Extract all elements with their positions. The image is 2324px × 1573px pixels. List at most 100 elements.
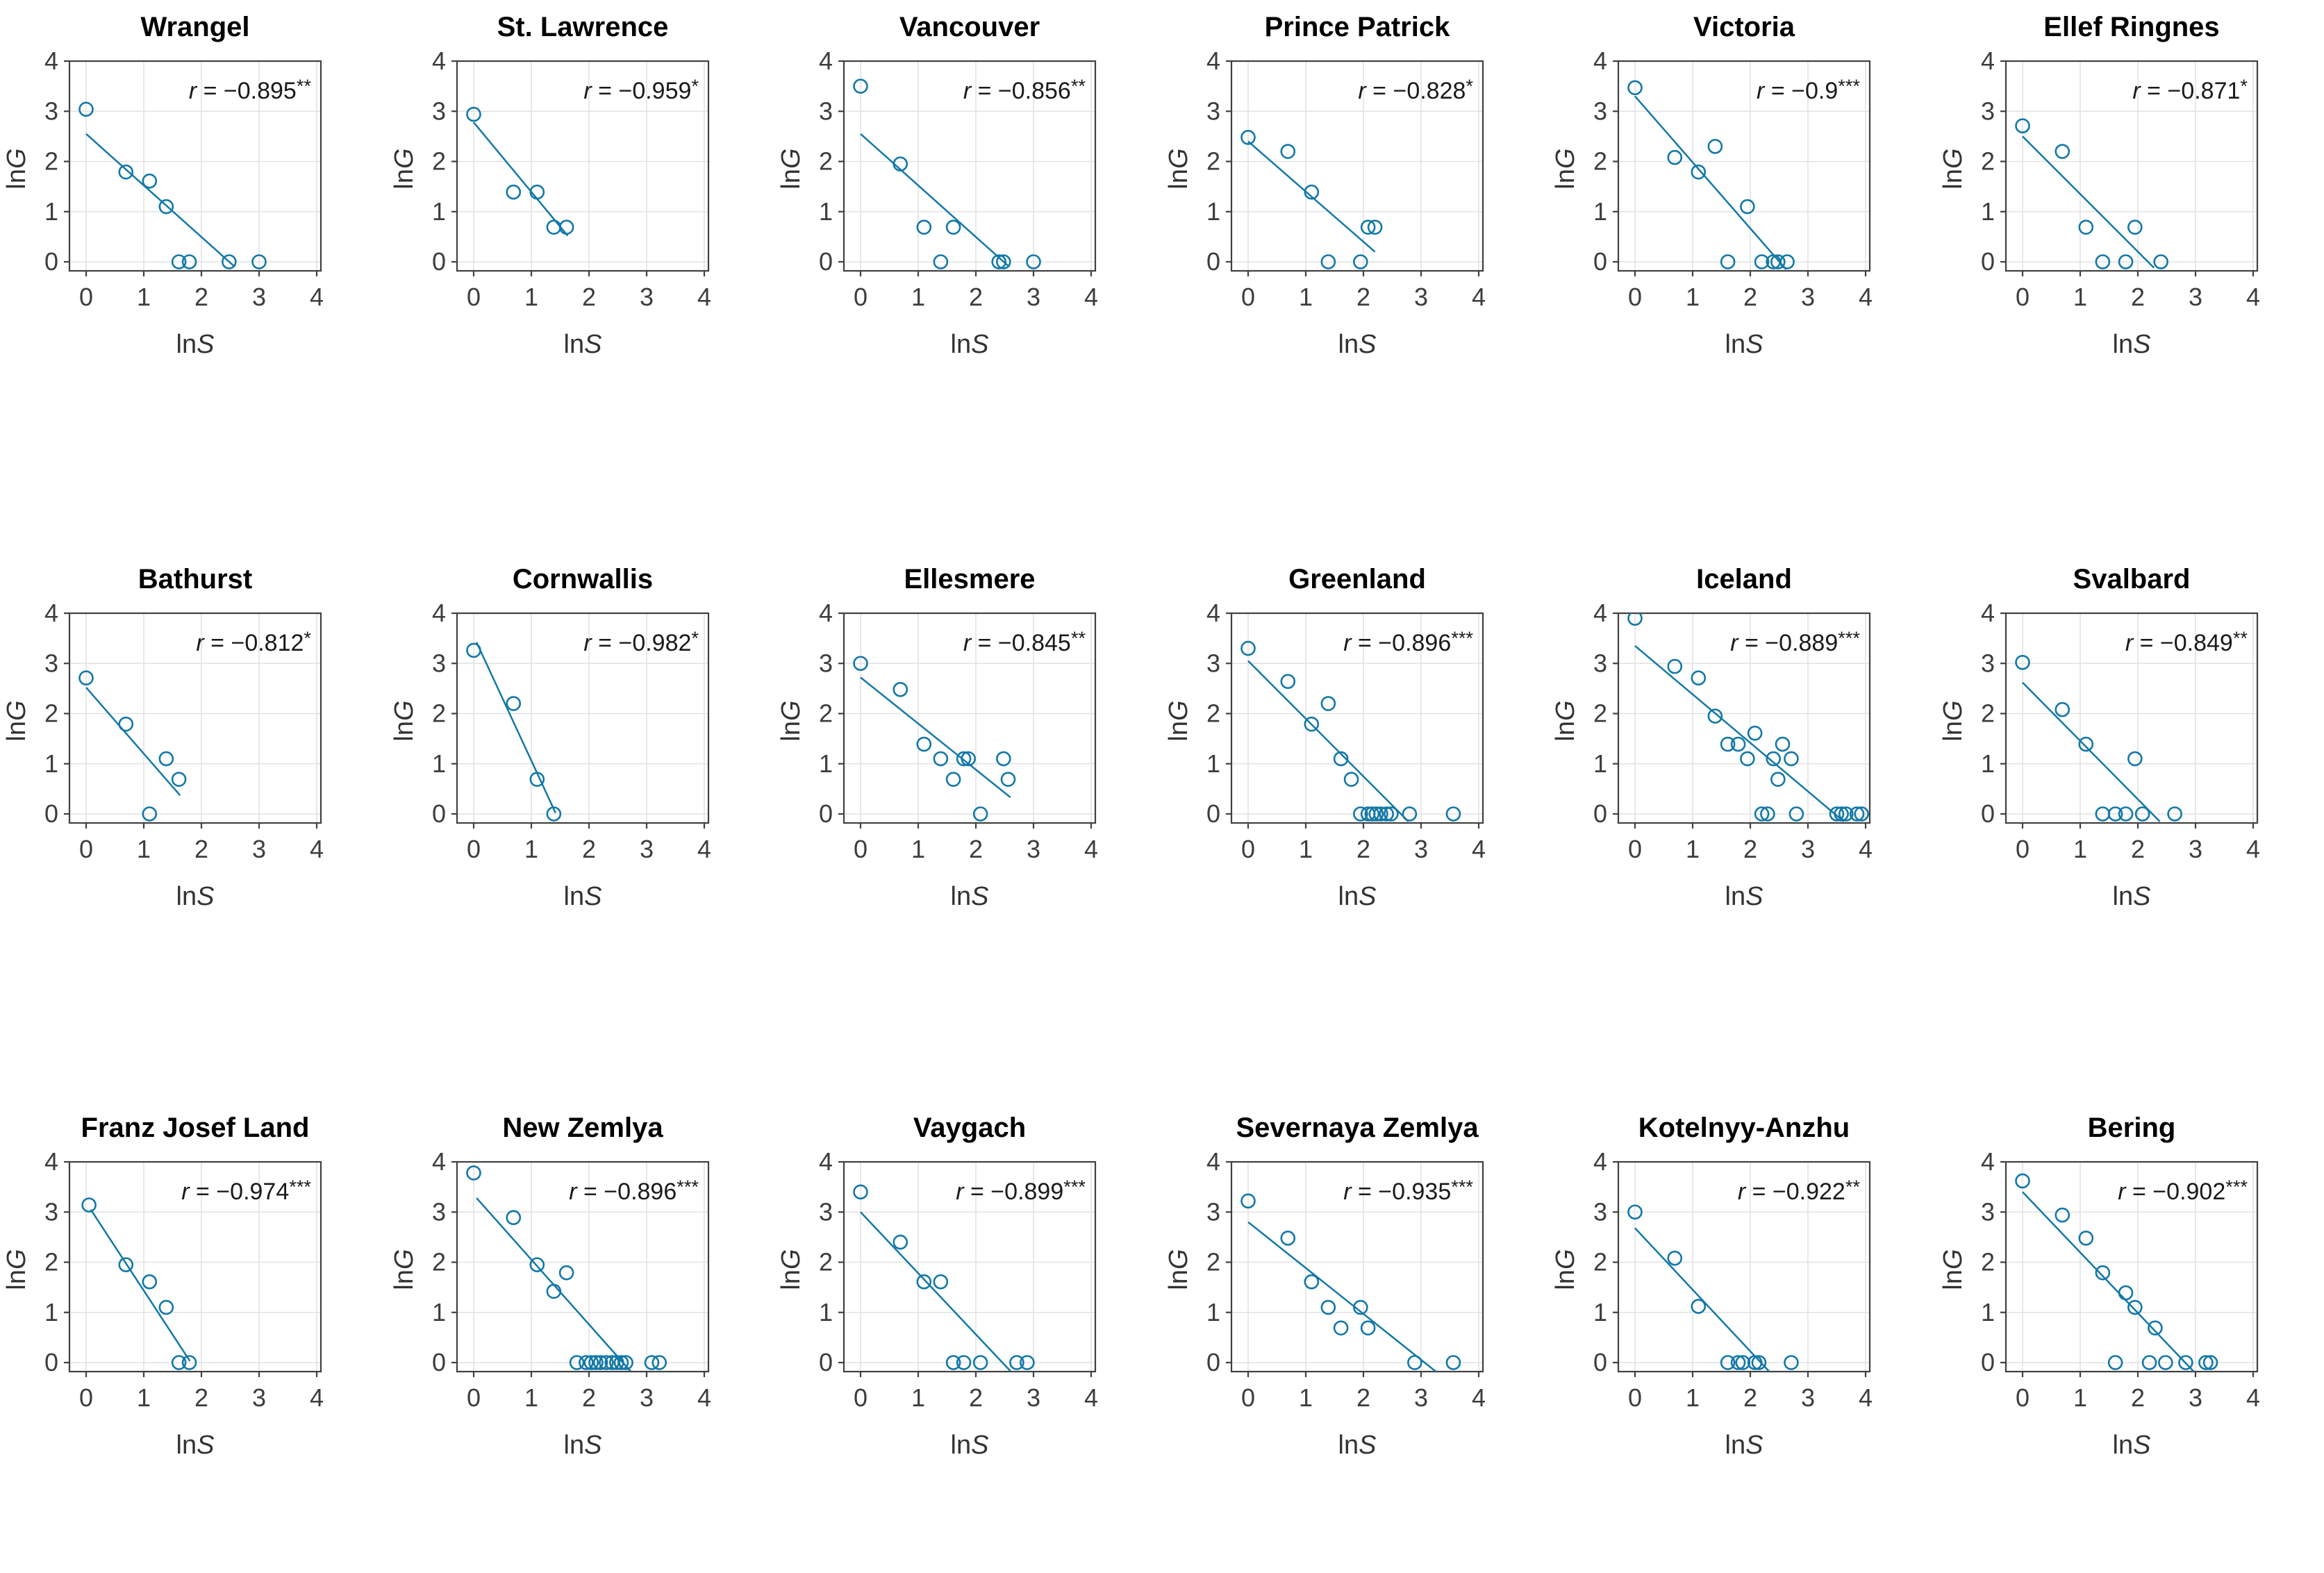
scatter-point (1667, 1250, 1683, 1266)
subplot-canvas: 0 1 2 3 4 0 1 2 3 4 Ellef Ringnes r = −0.871* lnS lnG (1939, 12, 2260, 359)
fit-line (2022, 681, 2161, 822)
y-tick-label: 3 (1206, 649, 1220, 677)
y-axis-label: lnG (1164, 1249, 1193, 1290)
x-tick-label: 2 (1743, 835, 1757, 863)
r-annotation: r = −0.845** (963, 627, 1086, 656)
scatter-point (1720, 736, 1736, 752)
scatter-point (142, 806, 158, 822)
y-axis-label: lnG (1551, 700, 1580, 741)
scatter-point (2118, 1285, 2134, 1301)
scatter-point (1304, 1274, 1320, 1290)
scatter-point (1779, 254, 1795, 269)
scatter-point (1829, 806, 1845, 822)
scatter-point (1740, 199, 1755, 215)
y-tick-label: 3 (1206, 97, 1220, 125)
x-tick-label: 0 (854, 1383, 868, 1412)
subplot-wrangel: 0 1 2 3 4 0 1 2 3 4 Wrangel r = −0.895** lnS lnG (0, 0, 387, 472)
y-tick-label: 4 (44, 1147, 58, 1176)
scatter-point (2148, 1320, 2163, 1335)
tick-marks (1226, 612, 1480, 829)
x-axis-label: lnS (176, 882, 215, 911)
subplot-canvas: 0 1 2 3 4 0 1 2 3 4 Severnaya Zemlya r = −0.935*** l… (1164, 1113, 1486, 1460)
y-tick-label: 3 (44, 1197, 58, 1226)
subplot-iceland: 0 1 2 3 4 0 1 2 3 4 Iceland r = −0.889*** lnS lnG (1549, 552, 1936, 1024)
y-tick-label: 1 (1981, 749, 1995, 778)
scatter-point (1320, 1299, 1336, 1315)
scatter-point (1360, 1320, 1376, 1335)
x-axis-label: lnS (176, 1431, 215, 1460)
scatter-point (1747, 725, 1763, 741)
scatter-point (569, 1355, 585, 1370)
y-tick-label: 4 (432, 599, 446, 627)
scatter-point (2127, 1299, 2143, 1315)
scatter-point (916, 736, 932, 752)
subplot-canvas: 0 1 2 3 4 0 1 2 3 4 Victoria r = −0.9*** lnS lnG (1551, 12, 1873, 359)
x-axis-label: lnS (1725, 1431, 1763, 1460)
axes-box (1617, 612, 1871, 824)
scatter-point (945, 772, 961, 787)
scatter-point (1775, 736, 1791, 752)
scatter-point (945, 219, 961, 235)
scatter-point (2078, 1231, 2094, 1246)
scatter-point (1691, 164, 1707, 180)
grid-lines (69, 613, 321, 823)
y-axis-label: lnG (777, 1249, 806, 1290)
axes-box (1617, 60, 1871, 272)
x-axis-label: lnS (951, 330, 989, 359)
scatter-point (2015, 655, 2030, 670)
scatter-point (142, 173, 158, 189)
y-axis-label: lnG (390, 1249, 419, 1290)
fit-line (1247, 140, 1376, 253)
scatter-point (933, 254, 949, 269)
y-tick-label: 0 (1206, 799, 1220, 828)
x-axis-label: lnS (1725, 882, 1763, 911)
scatter-point (1667, 658, 1683, 674)
scatter-point (506, 1210, 522, 1225)
x-tick-label: 0 (79, 283, 93, 311)
subplot-title: Greenland (1288, 564, 1426, 594)
subplot-title: New Zemlya (502, 1113, 663, 1143)
tick-marks (1613, 612, 1867, 829)
x-tick-label: 4 (697, 835, 711, 863)
x-tick-label: 1 (524, 835, 538, 863)
scatter-point (1445, 1355, 1461, 1370)
x-tick-label: 2 (2131, 283, 2145, 311)
x-tick-label: 0 (854, 835, 868, 863)
axes-box (1230, 612, 1484, 824)
scatter-point (558, 1265, 574, 1281)
x-tick-label: 2 (2131, 1383, 2145, 1412)
subplot-ellesmere: 0 1 2 3 4 0 1 2 3 4 Ellesmere r = −0.845** lnS lnG (774, 552, 1161, 1024)
subplot-title: Svalbard (2073, 564, 2191, 594)
scatter-point (1770, 772, 1786, 787)
subplot-title: Wrangel (140, 12, 249, 42)
x-tick-label: 4 (1859, 1383, 1873, 1412)
x-tick-label: 4 (1472, 283, 1486, 311)
grid-lines (1231, 613, 1483, 823)
axes-box (843, 60, 1097, 272)
x-axis-label: lnS (564, 330, 602, 359)
data-layer (2015, 655, 2182, 822)
scatter-point (1384, 806, 1399, 822)
subplot-title: Severnaya Zemlya (1236, 1113, 1479, 1143)
scatter-point (956, 751, 972, 767)
x-tick-label: 4 (1084, 835, 1098, 863)
r-annotation: r = −0.812* (196, 627, 311, 656)
subplot-greenland: 0 1 2 3 4 0 1 2 3 4 Greenland r = −0.896*** lnS lnG (1162, 552, 1549, 1024)
scatter-point (1707, 139, 1723, 154)
x-tick-label: 3 (1027, 835, 1040, 863)
scatter-point (893, 682, 908, 697)
x-tick-label: 2 (194, 283, 208, 311)
x-tick-label: 2 (194, 835, 208, 863)
y-tick-label: 1 (1206, 749, 1220, 778)
scatter-point (1766, 751, 1782, 767)
x-tick-label: 1 (1686, 1383, 1700, 1412)
x-axis-label: lnS (951, 1431, 989, 1460)
y-tick-label: 0 (1981, 799, 1995, 828)
scatter-point (2015, 1173, 2030, 1189)
scatter-point (945, 1355, 961, 1370)
y-tick-label: 0 (432, 799, 446, 828)
x-tick-label: 0 (79, 1383, 93, 1412)
x-tick-label: 2 (194, 1383, 208, 1412)
tick-marks (838, 1160, 1093, 1377)
subplot-ellef-ringnes: 0 1 2 3 4 0 1 2 3 4 Ellef Ringnes r = −0.871* lnS lnG (1936, 0, 2323, 472)
